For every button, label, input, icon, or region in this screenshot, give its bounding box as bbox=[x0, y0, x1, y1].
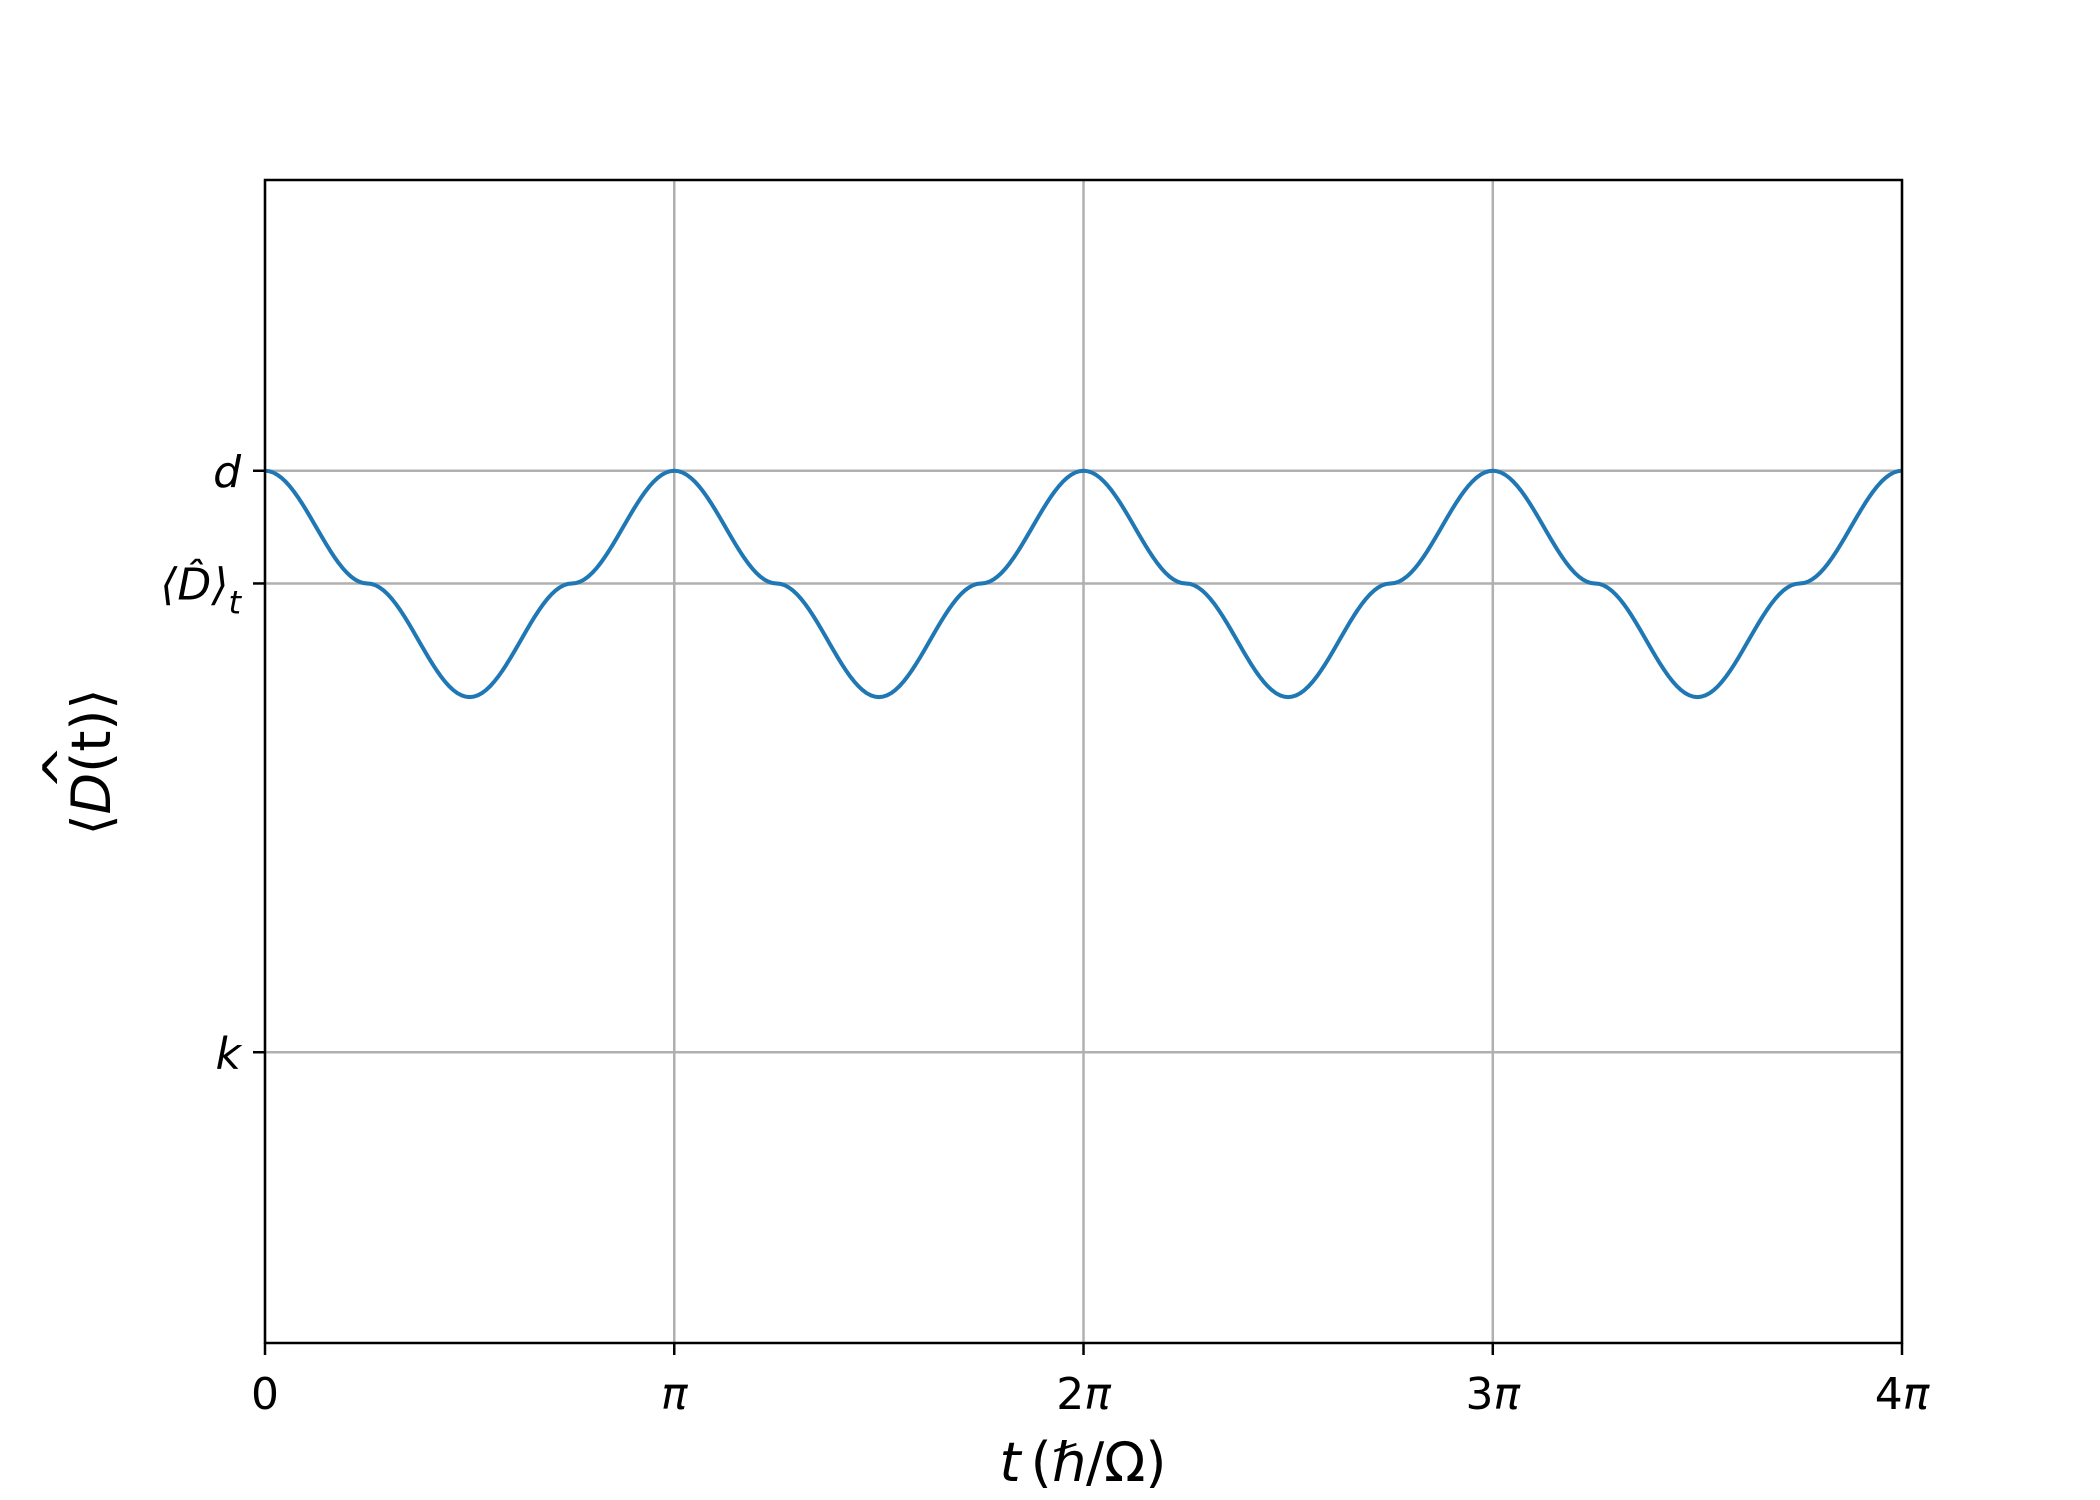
x-tick-label: π bbox=[661, 1369, 689, 1420]
y-tick-label: d bbox=[213, 447, 242, 498]
y-axis-label: ⟨D(t)⟩ ^ bbox=[32, 688, 123, 835]
y-tick-label: k bbox=[216, 1028, 243, 1079]
series-line bbox=[264, 468, 1903, 700]
y-tick-label: ⟨D̂⟩t bbox=[160, 557, 242, 621]
svg-text:⟨D(t)⟩: ⟨D(t)⟩ bbox=[60, 688, 123, 835]
x-tick-label: 2π bbox=[1056, 1369, 1112, 1420]
x-tick-label: 3π bbox=[1466, 1369, 1522, 1420]
x-tick-label: 4π bbox=[1875, 1369, 1931, 1420]
x-axis-ticks: 0 π 2π 3π 4π bbox=[251, 1343, 1931, 1420]
grid bbox=[263, 180, 1904, 1343]
x-tick-label: 0 bbox=[251, 1369, 279, 1420]
y-axis-ticks: d ⟨D̂⟩t k bbox=[160, 447, 265, 1079]
x-axis-label: t (ℏ/Ω) bbox=[999, 1431, 1166, 1494]
svg-text:^: ^ bbox=[32, 745, 95, 790]
series-layer bbox=[264, 468, 1903, 700]
